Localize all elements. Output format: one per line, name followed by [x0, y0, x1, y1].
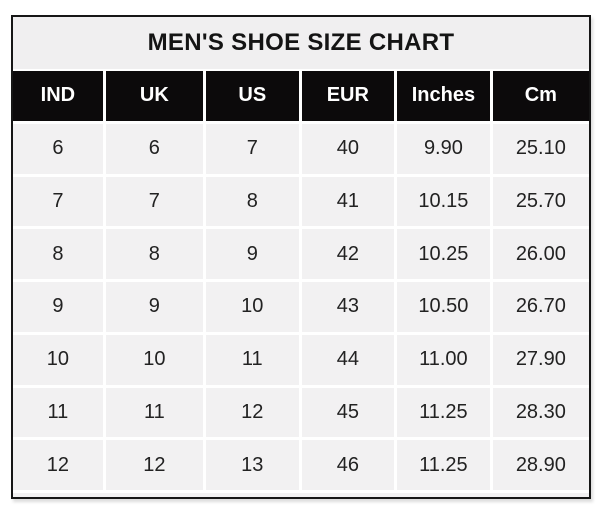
- column-header-eur: EUR: [301, 71, 395, 121]
- table-cell: 10.15: [397, 176, 490, 227]
- table-cell: 10: [205, 282, 299, 332]
- table-cell: 10.25: [397, 229, 490, 279]
- column-header-cm: Cm: [492, 71, 589, 121]
- table-cell: 7: [205, 123, 299, 174]
- table-cell: 12: [13, 440, 103, 490]
- table-cell: 26.00: [492, 229, 589, 279]
- table-cell: 10.50: [397, 282, 490, 332]
- table-cell: 12: [205, 387, 299, 438]
- table-cell: 7: [105, 176, 203, 227]
- table-cell: 42: [301, 229, 395, 279]
- table-cell: 46: [301, 440, 395, 490]
- table-cell: 45: [301, 387, 395, 438]
- table-cell: 8: [105, 229, 203, 279]
- table-cell: 6: [105, 123, 203, 174]
- table-cell: 9: [205, 229, 299, 279]
- bottom-sliver: [13, 493, 589, 497]
- table-cell: 11.00: [397, 334, 490, 385]
- table-cell: 7: [13, 176, 103, 227]
- table-cell: 10: [13, 334, 103, 385]
- table-cell: 9: [13, 282, 103, 332]
- table-cell: 13: [205, 440, 299, 490]
- table-cell: 11: [13, 387, 103, 438]
- table-cell: 12: [105, 440, 203, 490]
- table-cell: 40: [301, 123, 395, 174]
- column-header-inches: Inches: [397, 71, 490, 121]
- table-cell: 9.90: [397, 123, 490, 174]
- column-header-ind: IND: [13, 71, 103, 121]
- table-cell: 6: [13, 123, 103, 174]
- table-cell: 25.70: [492, 176, 589, 227]
- table-cell: 11: [205, 334, 299, 385]
- table-cell: 28.90: [492, 440, 589, 490]
- chart-title: MEN'S SHOE SIZE CHART: [13, 17, 589, 69]
- column-header-uk: UK: [105, 71, 203, 121]
- size-table: IND UK US EUR Inches Cm 6 6 7 40 9.90 25.10 7 7 8 41 10.…: [13, 71, 589, 490]
- table-cell: 11: [105, 387, 203, 438]
- table-cell: 27.90: [492, 334, 589, 385]
- table-cell: 25.10: [492, 123, 589, 174]
- table-cell: 41: [301, 176, 395, 227]
- table-cell: 28.30: [492, 387, 589, 438]
- table-cell: 8: [205, 176, 299, 227]
- table-cell: 8: [13, 229, 103, 279]
- table-cell: 26.70: [492, 282, 589, 332]
- table-cell: 43: [301, 282, 395, 332]
- column-header-us: US: [205, 71, 299, 121]
- table-cell: 44: [301, 334, 395, 385]
- table-cell: 11.25: [397, 440, 490, 490]
- table-cell: 9: [105, 282, 203, 332]
- table-cell: 11.25: [397, 387, 490, 438]
- table-cell: 10: [105, 334, 203, 385]
- shoe-size-chart: MEN'S SHOE SIZE CHART IND UK US EUR Inches Cm…: [11, 15, 591, 499]
